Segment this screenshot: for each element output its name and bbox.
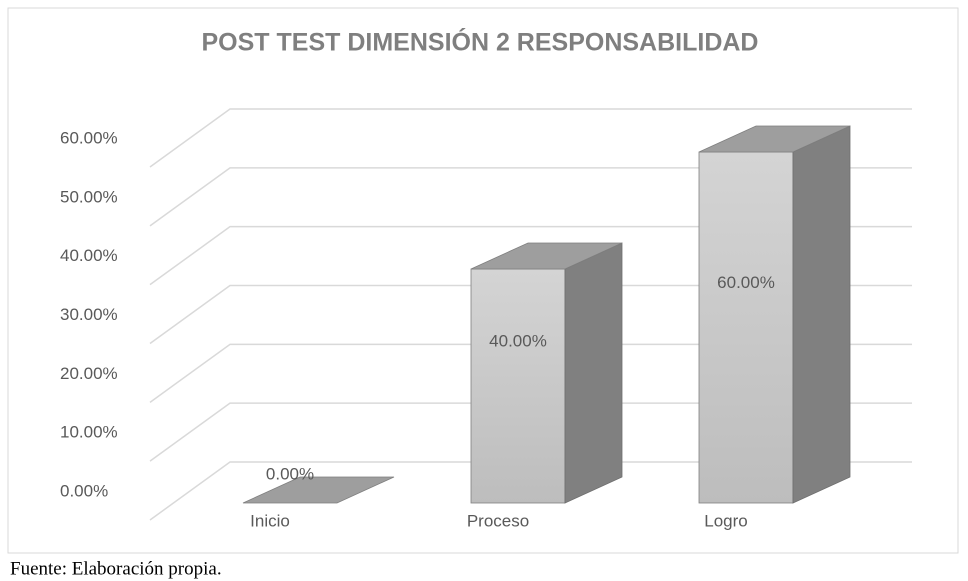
grid-line [149, 225, 912, 286]
grid-line [149, 167, 912, 227]
grid-line [149, 461, 912, 521]
bar-side [792, 125, 851, 504]
grid-line [149, 284, 912, 345]
bar-top [470, 242, 623, 270]
x-tick-label: Proceso [467, 511, 529, 530]
data-label: 60.00% [717, 273, 775, 292]
y-tick-label: 0.00% [60, 481, 108, 500]
y-tick-label: 60.00% [60, 128, 118, 147]
y-tick-label: 30.00% [60, 305, 118, 324]
y-tick-label: 40.00% [60, 246, 118, 265]
data-label: 0.00% [266, 464, 314, 483]
bar-front [698, 151, 794, 504]
footer: Fuente: Elaboración propia. [10, 558, 222, 579]
bar-front [470, 268, 566, 504]
bar-top [698, 125, 851, 153]
grid-line [149, 108, 912, 168]
y-tick-label: 10.00% [60, 423, 118, 442]
data-label: 40.00% [489, 331, 547, 350]
bar-side [564, 242, 623, 504]
y-tick-label: 50.00% [60, 187, 118, 206]
y-tick-label: 20.00% [60, 364, 118, 383]
x-tick-label: Logro [704, 511, 747, 530]
grid-line [149, 343, 912, 403]
bar-top [242, 476, 395, 504]
x-tick-label: Inicio [250, 511, 290, 530]
grid-line [149, 402, 912, 462]
chart-title: POST TEST DIMENSIÓN 2 RESPONSABILIDAD [201, 27, 758, 57]
